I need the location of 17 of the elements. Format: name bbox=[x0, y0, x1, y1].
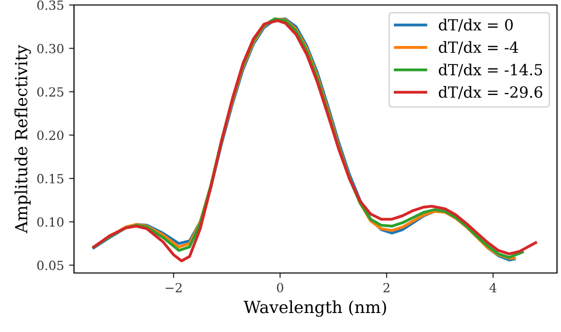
y-tick-label: 0.35 bbox=[37, 0, 64, 10]
legend-label: dT/dx = 0 bbox=[438, 18, 513, 32]
y-tick-label: 0.10 bbox=[37, 217, 64, 227]
legend-label: dT/dx = -4 bbox=[438, 41, 518, 54]
x-tick-label: 2 bbox=[383, 282, 390, 292]
y-tick-label: 0.20 bbox=[37, 130, 64, 140]
legend-label: dT/dx = -29.6 bbox=[438, 86, 542, 100]
y-axis-title: Amplitude Reflectivity bbox=[14, 44, 31, 234]
y-tick-label: 0.05 bbox=[37, 260, 64, 270]
x-tick-label: 4 bbox=[490, 282, 496, 292]
x-axis-title: Wavelength (nm) bbox=[244, 300, 386, 317]
y-tick-label: 0.15 bbox=[37, 174, 64, 184]
y-tick-label: 0.25 bbox=[37, 87, 64, 97]
x-tick-label: 0 bbox=[276, 282, 284, 292]
y-tick-label: 0.30 bbox=[37, 44, 64, 54]
legend-label: dT/dx = -14.5 bbox=[438, 64, 542, 77]
x-tick-label: −2 bbox=[166, 282, 182, 292]
